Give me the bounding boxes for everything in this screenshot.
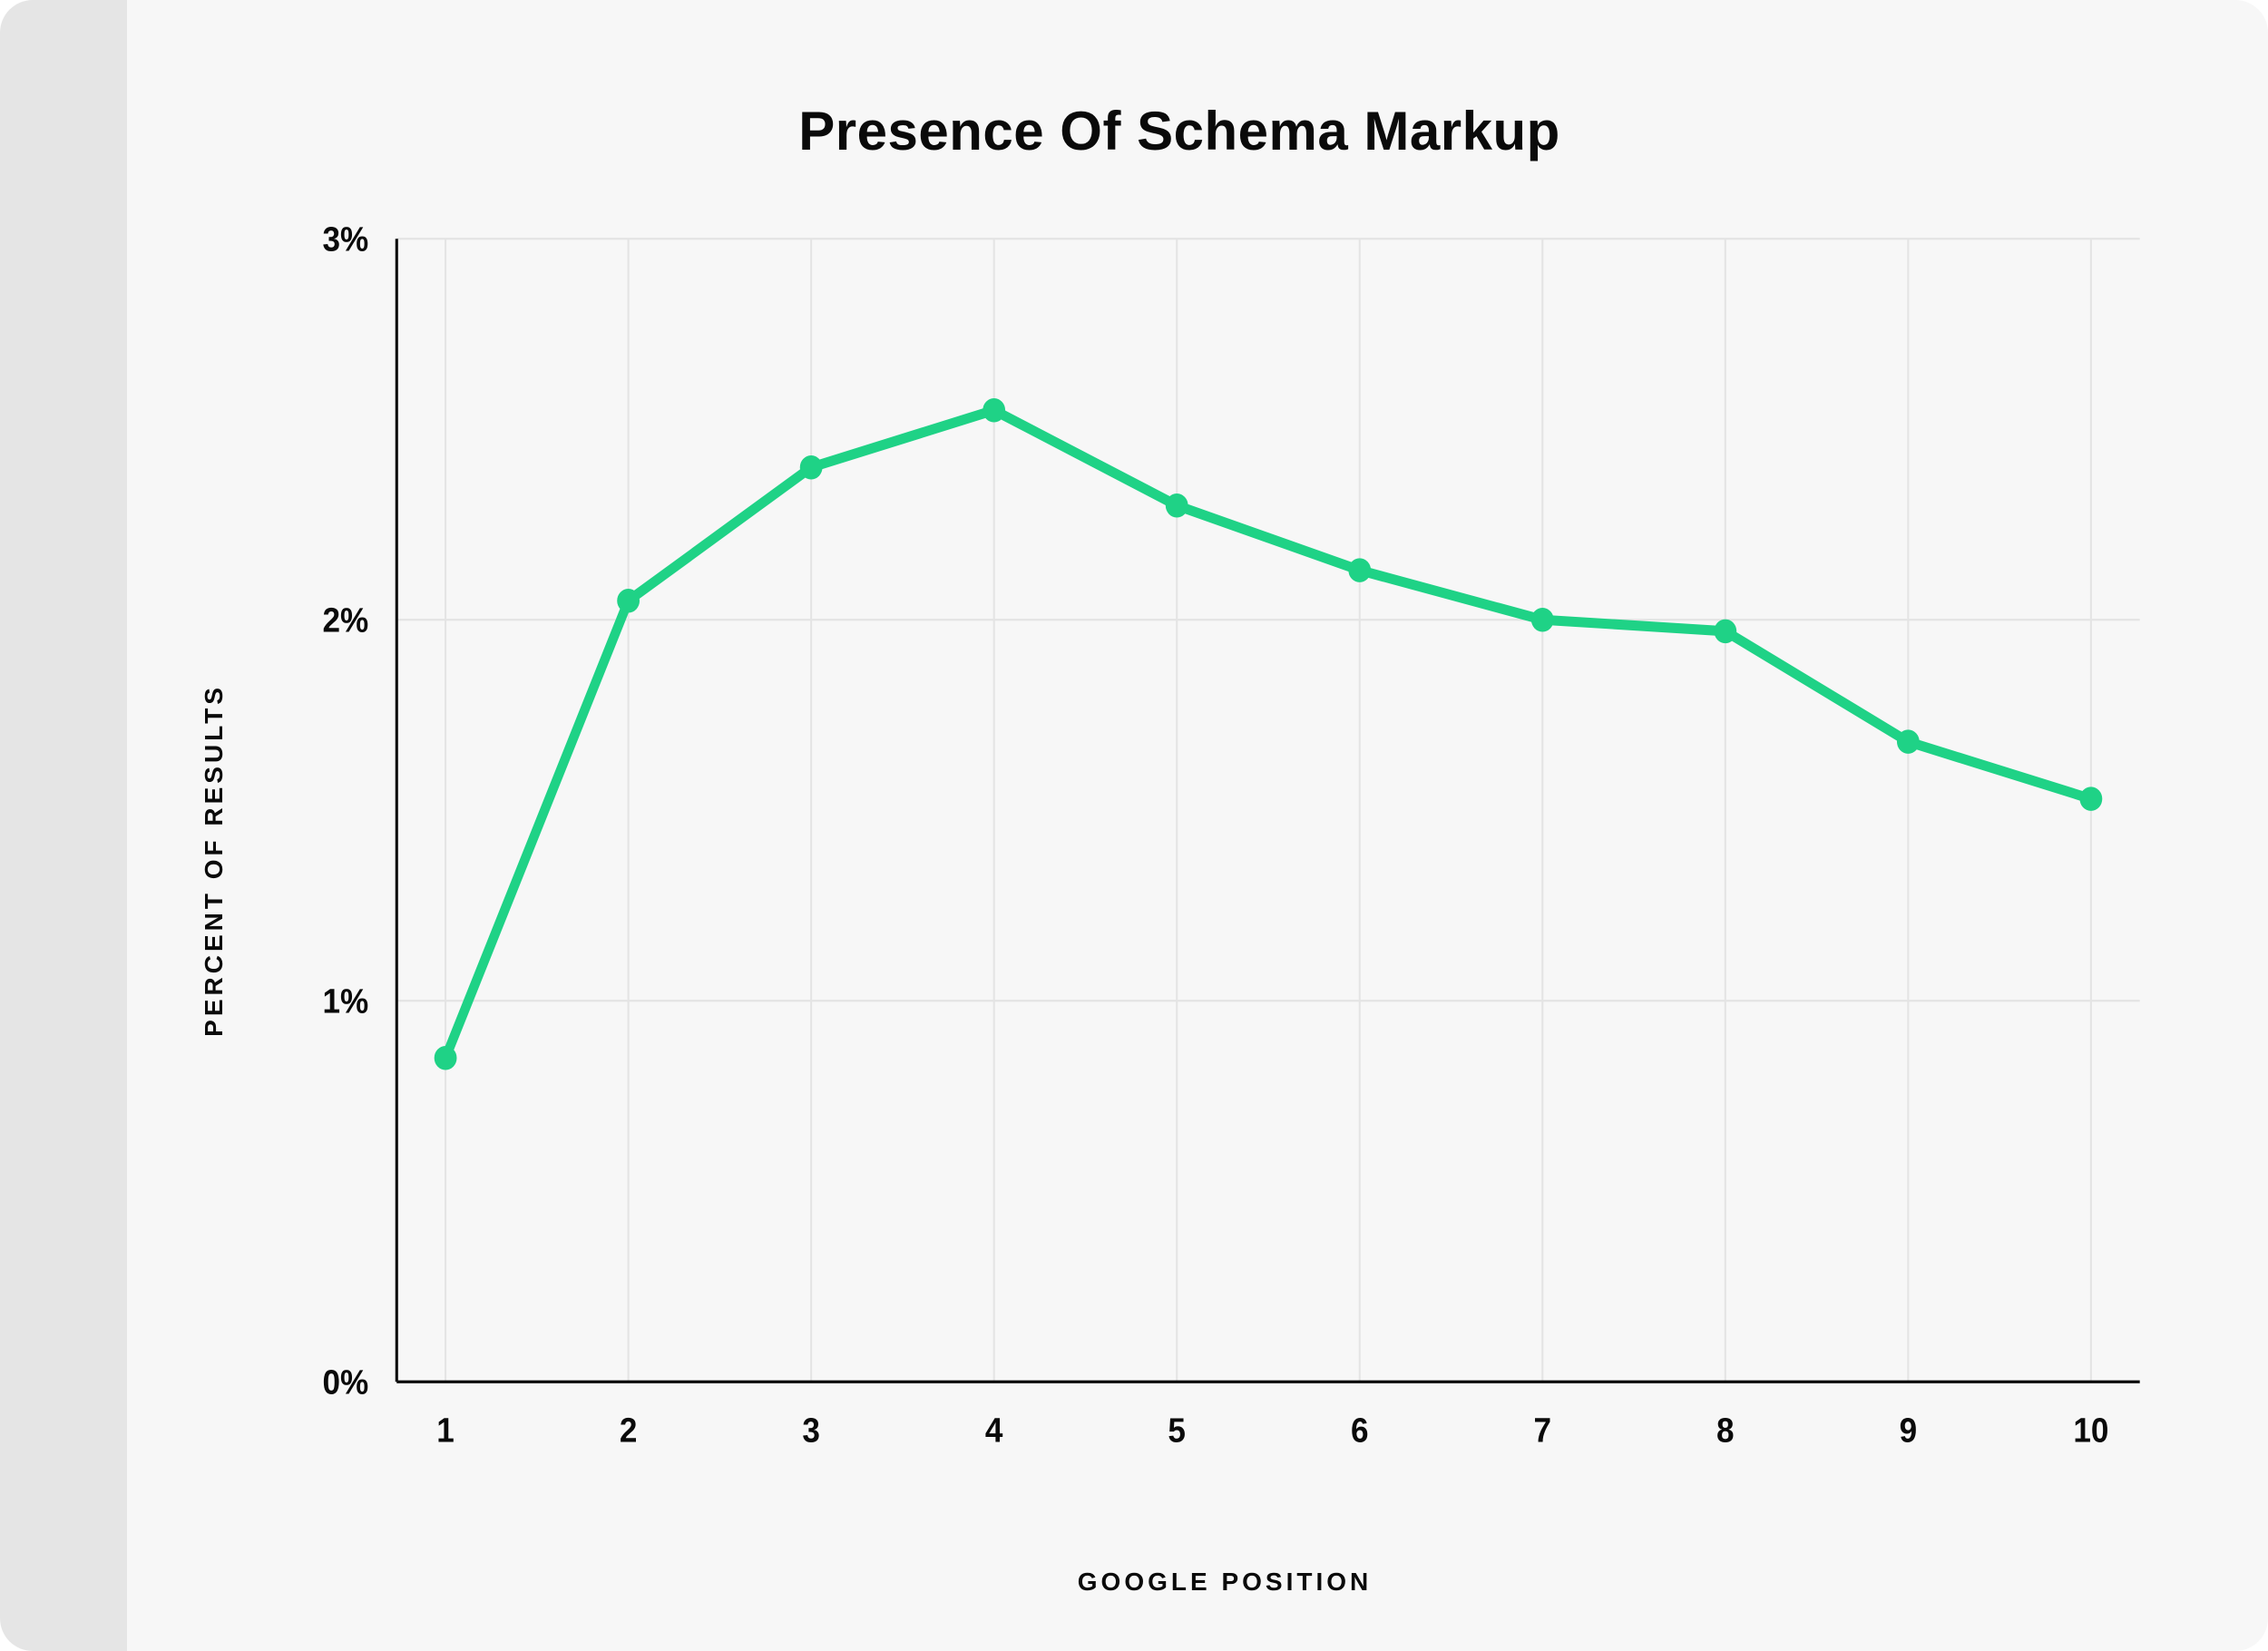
chart-body: PERCENT OF RESULTS 0% 1% 2% 3% 1 2 3 4 5 6 7 8 9 10 (181, 199, 2177, 1522)
x-tick-label: 10 (2073, 1411, 2108, 1449)
series-marker (435, 1046, 457, 1070)
y-axis-label: PERCENT OF RESULTS (181, 684, 247, 1037)
x-axis-label: GOOGLE POSITION (272, 1568, 2177, 1597)
x-tick-label: 1 (436, 1411, 455, 1449)
left-stub (0, 0, 127, 1651)
series-marker (800, 455, 823, 480)
x-tick-label: 9 (1900, 1411, 1918, 1449)
chart-svg: 0% 1% 2% 3% 1 2 3 4 5 6 7 8 9 10 (247, 199, 2177, 1522)
x-tick-label: 5 (1168, 1411, 1186, 1449)
series-marker (1166, 493, 1188, 518)
x-tick-label: 6 (1351, 1411, 1369, 1449)
chart-title: Presence Of Schema Markup (181, 100, 2177, 162)
series-marker (1897, 729, 1920, 754)
series-marker (982, 398, 1005, 423)
x-tick-label: 2 (620, 1411, 638, 1449)
y-tick-label: 2% (323, 601, 369, 639)
series-marker (1714, 620, 1736, 644)
series-line (445, 410, 2091, 1058)
y-tick-label: 3% (323, 220, 369, 258)
x-tick-label: 7 (1534, 1411, 1552, 1449)
x-tick-label: 8 (1716, 1411, 1735, 1449)
y-tick-label: 1% (323, 982, 369, 1020)
x-tick-label: 4 (985, 1411, 1003, 1449)
series-marker (1531, 608, 1554, 632)
chart-panel: Presence Of Schema Markup PERCENT OF RES… (127, 0, 2268, 1651)
series-marker (617, 589, 640, 613)
series-marker (2079, 786, 2102, 811)
series-marker (1348, 558, 1371, 582)
x-tick-label: 3 (802, 1411, 820, 1449)
chart-svg-holder: 0% 1% 2% 3% 1 2 3 4 5 6 7 8 9 10 (247, 199, 2177, 1522)
y-tick-label: 0% (323, 1363, 369, 1401)
chart-frame: Presence Of Schema Markup PERCENT OF RES… (0, 0, 2268, 1651)
